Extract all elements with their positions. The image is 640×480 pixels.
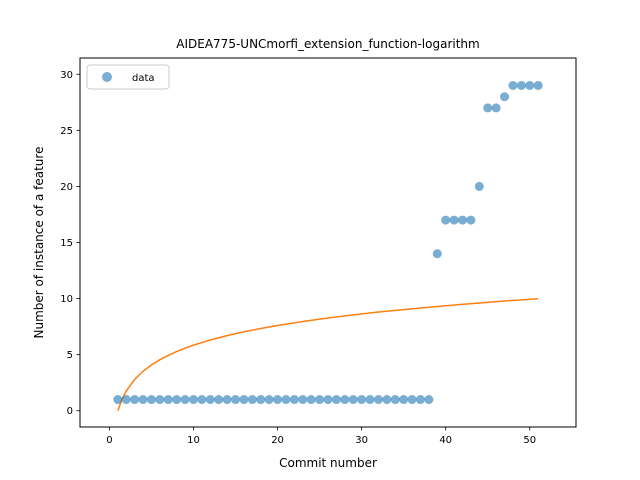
data-point — [500, 92, 510, 102]
data-point — [432, 249, 442, 259]
data-point — [399, 395, 409, 405]
data-point — [146, 395, 156, 405]
y-tick-label: 15 — [60, 238, 73, 249]
data-point — [281, 395, 291, 405]
y-tick-label: 30 — [60, 70, 73, 81]
data-point — [188, 395, 198, 405]
data-point — [113, 395, 123, 405]
data-point — [323, 395, 333, 405]
data-point — [373, 395, 383, 405]
data-point — [533, 80, 543, 90]
data-point — [458, 215, 468, 225]
x-tick-label: 50 — [523, 435, 536, 446]
data-point — [508, 80, 518, 90]
data-point — [365, 395, 375, 405]
plot-area — [113, 80, 543, 411]
data-point — [155, 395, 165, 405]
data-point — [130, 395, 140, 405]
legend-label-data: data — [132, 73, 155, 84]
data-point — [340, 395, 350, 405]
data-point — [256, 395, 266, 405]
data-point — [424, 395, 434, 405]
data-point — [205, 395, 215, 405]
data-point — [449, 215, 459, 225]
y-tick-label: 25 — [60, 126, 73, 137]
x-tick-label: 40 — [439, 435, 452, 446]
data-point — [298, 395, 308, 405]
y-axis: 0 5 10 15 20 25 30 — [60, 70, 80, 417]
data-point — [163, 395, 173, 405]
data-point — [172, 395, 182, 405]
data-point — [415, 395, 425, 405]
x-axis-label: Commit number — [279, 456, 377, 470]
data-point — [483, 103, 493, 113]
legend: data — [86, 64, 170, 90]
legend-box — [86, 64, 170, 90]
data-point — [289, 395, 299, 405]
legend-marker-data — [102, 72, 112, 82]
data-point — [247, 395, 257, 405]
x-tick-label: 20 — [271, 435, 284, 446]
fit-line — [117, 297, 539, 411]
y-tick-label: 0 — [67, 406, 73, 417]
y-tick-label: 5 — [67, 350, 73, 361]
data-point — [525, 80, 535, 90]
data-point — [491, 103, 501, 113]
data-point — [239, 395, 249, 405]
data-point — [516, 80, 526, 90]
y-tick-label: 20 — [60, 182, 73, 193]
x-axis: 0 10 20 30 40 50 — [106, 427, 536, 446]
x-tick-label: 0 — [106, 435, 112, 446]
data-point — [331, 395, 341, 405]
data-point — [180, 395, 190, 405]
data-point — [474, 181, 484, 191]
data-point — [138, 395, 148, 405]
x-tick-label: 10 — [187, 435, 200, 446]
data-point — [306, 395, 316, 405]
y-tick-label: 10 — [60, 294, 73, 305]
data-point — [441, 215, 451, 225]
data-point — [390, 395, 400, 405]
data-point — [214, 395, 224, 405]
data-point — [357, 395, 367, 405]
y-axis-label: Number of instance of a feature — [32, 147, 46, 339]
data-point — [231, 395, 241, 405]
data-point — [315, 395, 325, 405]
x-tick-label: 30 — [355, 435, 368, 446]
data-point — [121, 395, 131, 405]
data-point — [348, 395, 358, 405]
data-point — [382, 395, 392, 405]
data-point — [273, 395, 283, 405]
chart-title: AIDEA775-UNCmorfi_extension_function-log… — [176, 37, 479, 51]
data-point — [197, 395, 207, 405]
data-point — [222, 395, 232, 405]
data-point — [407, 395, 417, 405]
data-point — [466, 215, 476, 225]
data-point — [264, 395, 274, 405]
